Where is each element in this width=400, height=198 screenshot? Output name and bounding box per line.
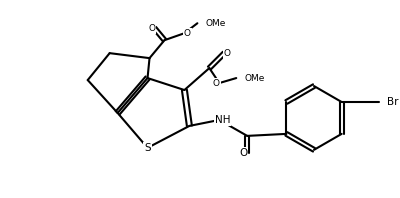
Text: OMe: OMe [244, 74, 265, 83]
Text: NH: NH [214, 115, 230, 125]
Text: O: O [224, 49, 231, 58]
Text: OMe: OMe [205, 19, 226, 28]
Text: O: O [213, 79, 220, 88]
Text: O: O [148, 24, 155, 33]
Text: O: O [239, 148, 247, 158]
Text: Br: Br [387, 97, 398, 107]
Text: O: O [184, 29, 191, 38]
Text: S: S [144, 143, 151, 153]
